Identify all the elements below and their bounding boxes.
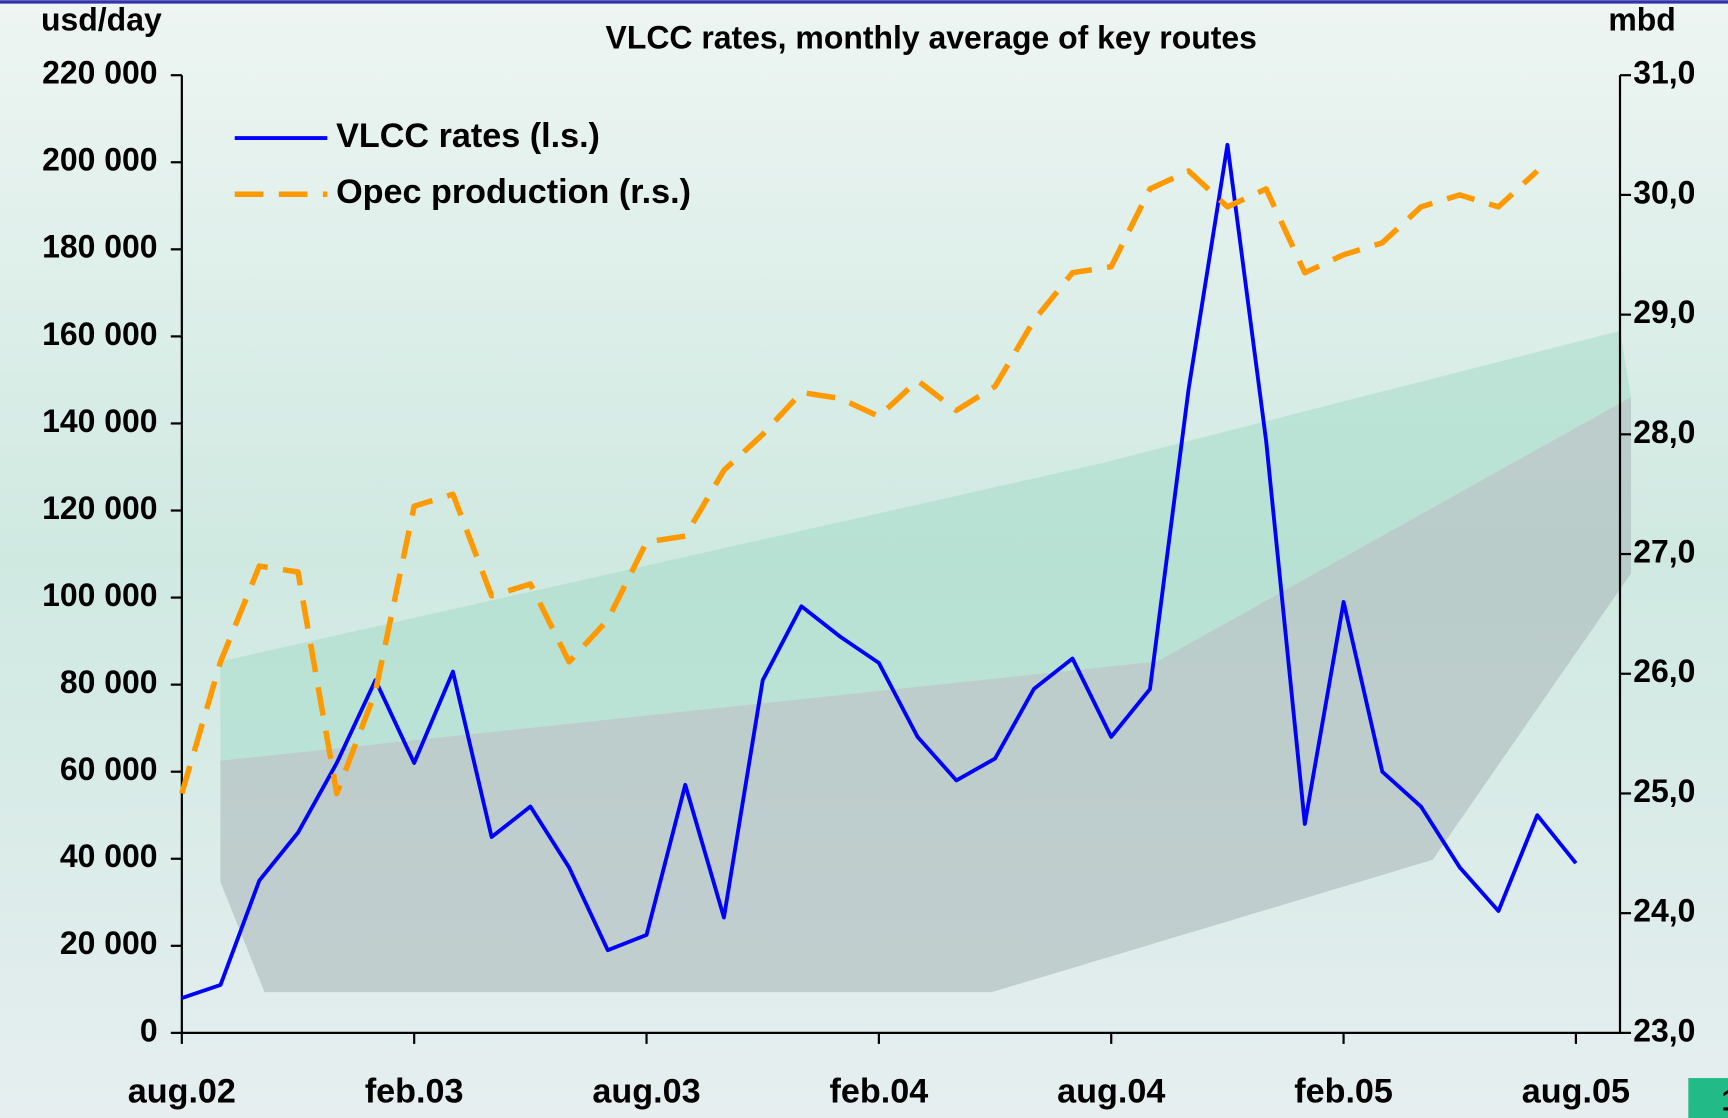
series-line [179, 168, 1540, 797]
y-axis-label: usd/day [41, 2, 162, 38]
ship-hull [220, 397, 1632, 993]
y-tick-label: 80 000 [60, 664, 158, 700]
y-tick-label: 220 000 [42, 55, 157, 91]
y-tick-label: 100 000 [42, 577, 157, 613]
y2-tick-label: 28,0 [1633, 414, 1695, 450]
y2-tick-label: 31,0 [1633, 55, 1695, 91]
y2-tick-label: 24,0 [1633, 893, 1695, 929]
x-tick-label: aug.04 [1057, 1073, 1165, 1111]
legend-label: Opec production (r.s.) [336, 173, 691, 211]
y-tick-label: 60 000 [60, 751, 158, 787]
y-tick-label: 20 000 [60, 925, 158, 961]
series-line [181, 142, 1578, 1000]
y2-axis-label: mbd [1608, 2, 1675, 38]
y2-tick-label: 29,0 [1633, 294, 1695, 330]
x-tick-label: feb.05 [1294, 1073, 1393, 1111]
y2-tick-label: 30,0 [1633, 174, 1695, 210]
page-number: 1 [1721, 1082, 1728, 1117]
page-badge [1688, 1078, 1728, 1118]
x-tick-label: aug.05 [1522, 1073, 1630, 1111]
y-tick-label: 200 000 [42, 142, 157, 178]
x-tick-label: aug.02 [128, 1073, 236, 1111]
x-tick-label: feb.03 [365, 1073, 464, 1111]
ship-deck [220, 330, 1632, 761]
x-tick-label: aug.03 [592, 1073, 700, 1111]
y-tick-label: 40 000 [60, 838, 158, 874]
y-tick-label: 160 000 [42, 316, 157, 352]
chart-title: VLCC rates, monthly average of key route… [606, 19, 1257, 55]
y2-tick-label: 27,0 [1633, 533, 1695, 569]
y-tick-label: 140 000 [42, 403, 157, 439]
x-tick-label: feb.04 [830, 1073, 929, 1111]
legend-label: VLCC rates (l.s.) [336, 117, 600, 155]
y2-tick-label: 26,0 [1633, 653, 1695, 689]
y-tick-label: 0 [140, 1012, 158, 1048]
y2-tick-label: 23,0 [1633, 1012, 1695, 1048]
y2-tick-label: 25,0 [1633, 773, 1695, 809]
y-tick-label: 180 000 [42, 229, 157, 265]
y-tick-label: 120 000 [42, 490, 157, 526]
